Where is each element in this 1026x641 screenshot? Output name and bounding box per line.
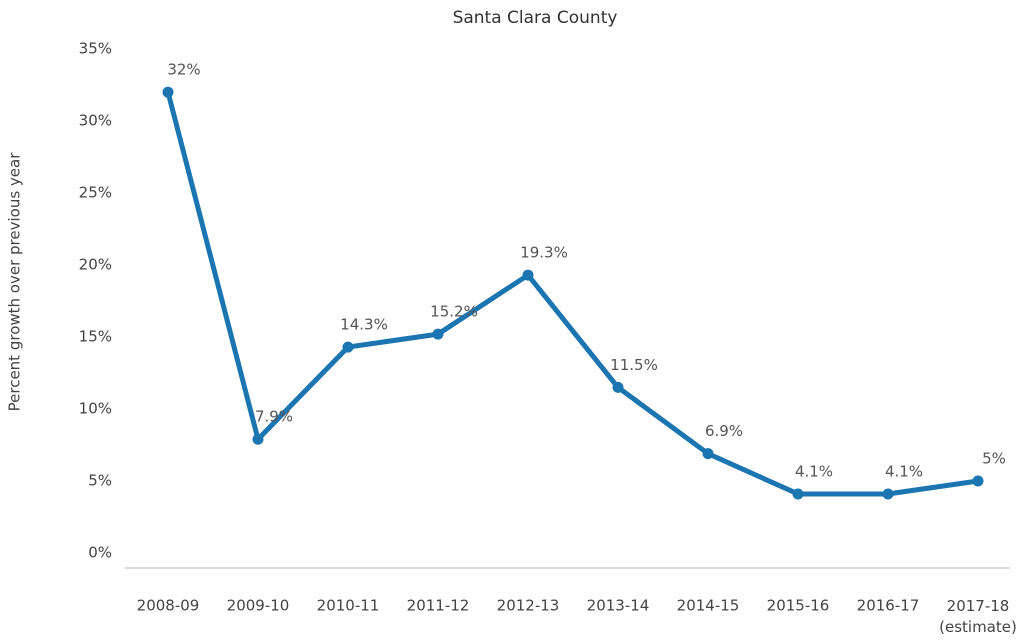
x-tick-label: 2008-09 (137, 597, 200, 615)
data-label: 15.2% (430, 303, 478, 321)
data-label: 11.5% (610, 356, 658, 374)
y-tick-label: 0% (88, 544, 112, 562)
point (342, 341, 354, 353)
x-tick-label: 2015-16 (767, 597, 830, 615)
y-tick-label: 20% (79, 256, 112, 274)
y-tick-label: 30% (79, 112, 112, 130)
point (252, 433, 264, 445)
x-tick-label: 2016-17 (857, 597, 920, 615)
x-tick-label: 2009-10 (227, 597, 290, 615)
x-tick-label: 2017-18 (estimate) (939, 597, 1017, 636)
y-tick-label: 35% (79, 40, 112, 58)
data-label: 4.1% (885, 462, 923, 480)
data-label: 7.9% (255, 408, 293, 426)
data-label: 32% (167, 61, 200, 79)
y-tick-label: 10% (79, 400, 112, 418)
point (882, 488, 894, 500)
x-tick-label: 2010-11 (317, 597, 380, 615)
data-label: 6.9% (705, 422, 743, 440)
y-tick-label: 5% (88, 472, 112, 490)
chart-title: Santa Clara County (453, 8, 618, 28)
y-axis-label: Percent growth over previous year (6, 152, 24, 412)
data-label: 4.1% (795, 462, 833, 480)
data-label: 14.3% (340, 316, 388, 334)
point (522, 269, 534, 281)
data-label: 19.3% (520, 244, 568, 262)
point (792, 488, 804, 500)
point (702, 448, 714, 460)
y-tick-label: 25% (79, 184, 112, 202)
x-tick-label: 2012-13 (497, 597, 560, 615)
point (162, 86, 174, 98)
point (612, 381, 624, 393)
point (972, 475, 984, 487)
x-tick-label: 2014-15 (677, 597, 740, 615)
line (165, 91, 979, 497)
y-tick-label: 15% (79, 328, 112, 346)
x-tick-label: 2013-14 (587, 597, 650, 615)
point (432, 328, 444, 340)
data-label: 5% (982, 450, 1006, 468)
x-tick-label: 2011-12 (407, 597, 470, 615)
